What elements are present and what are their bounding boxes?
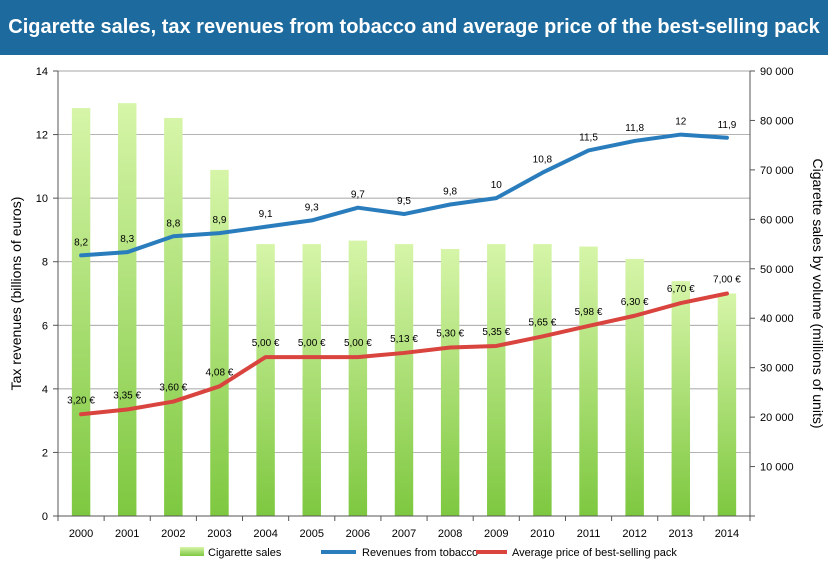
price-data-label: 5,35 € <box>482 327 510 338</box>
revenue-data-label: 9,3 <box>305 202 319 213</box>
revenue-data-label: 12 <box>675 117 687 128</box>
line-series <box>79 132 729 417</box>
price-data-label: 5,13 € <box>390 334 418 345</box>
x-tick-label: 2011 <box>577 528 601 540</box>
right-tick-label: 70 000 <box>760 165 794 177</box>
bar-cigarette-sales <box>625 258 644 516</box>
x-tick-label: 2001 <box>115 528 139 540</box>
x-tick-label: 2005 <box>299 528 323 540</box>
bar-series <box>71 103 737 517</box>
x-tick-label: 2009 <box>484 528 508 540</box>
left-axis-title: Tax revenues (billions of euros) <box>8 197 24 391</box>
bar-cigarette-sales <box>487 244 506 517</box>
revenue-data-label: 9,7 <box>351 190 365 201</box>
price-data-label: 5,98 € <box>575 307 603 318</box>
right-tick-label: 40 000 <box>760 313 794 325</box>
x-tick-label: 2006 <box>346 528 370 540</box>
legend-swatch-cigarette-sales <box>180 547 204 556</box>
revenue-data-label: 8,9 <box>213 215 227 226</box>
revenue-data-label: 11,8 <box>625 123 644 134</box>
x-tick-label: 2007 <box>392 528 416 540</box>
chart-title: Cigarette sales, tax revenues from tobac… <box>0 0 828 55</box>
bar-cigarette-sales <box>533 244 552 517</box>
bar-cigarette-sales <box>348 240 368 516</box>
bar-cigarette-sales <box>302 244 321 517</box>
x-tick-label: 2010 <box>530 528 554 540</box>
left-tick-label: 8 <box>42 257 48 269</box>
price-data-label: 4,08 € <box>206 367 234 378</box>
left-tick-label: 10 <box>36 193 48 205</box>
revenue-data-label: 8,2 <box>74 237 88 248</box>
revenue-data-label: 11,5 <box>579 132 598 143</box>
x-tick-label: 2014 <box>715 528 739 540</box>
left-tick-label: 0 <box>42 511 48 523</box>
price-data-label: 3,60 € <box>159 383 187 394</box>
left-tick-label: 4 <box>42 384 48 396</box>
line-average-price <box>79 291 729 417</box>
right-tick-label: 20 000 <box>760 412 794 424</box>
revenue-data-label: 10 <box>491 180 503 191</box>
revenue-data-label: 9,8 <box>443 187 457 198</box>
price-data-label: 5,00 € <box>252 338 280 349</box>
revenue-data-label: 11,9 <box>718 120 737 131</box>
revenue-data-label: 10,8 <box>533 155 553 166</box>
legend-label-price: Average price of best-selling pack <box>512 547 677 559</box>
x-tick-label: 2008 <box>438 528 462 540</box>
price-data-label: 7,00 € <box>713 275 741 286</box>
left-tick-label: 2 <box>42 447 48 459</box>
axes: 0 2 4 6 8 10 12 14 10 000 20 000 30 000 40 000 50 00… <box>8 66 826 540</box>
price-data-label: 5,00 € <box>298 338 326 349</box>
left-tick-label: 6 <box>42 320 48 332</box>
legend-label-revenues: Revenues from tobacco <box>362 547 478 559</box>
bar-cigarette-sales <box>394 244 414 517</box>
bar-cigarette-sales <box>717 293 737 516</box>
bar-cigarette-sales <box>210 169 229 516</box>
bar-cigarette-sales <box>671 281 691 516</box>
right-tick-label: 80 000 <box>760 115 794 127</box>
x-tick-label: 2003 <box>207 528 231 540</box>
price-data-label: 3,20 € <box>67 395 95 406</box>
revenue-data-label: 8,8 <box>166 218 180 229</box>
right-tick-label: 60 000 <box>760 214 794 226</box>
right-tick-label: 50 000 <box>760 264 794 276</box>
legend: Cigarette sales Revenues from tobacco Aver… <box>180 547 677 559</box>
bar-cigarette-sales <box>71 108 91 516</box>
bar-cigarette-sales <box>256 244 275 517</box>
right-axis-title: Cigarette sales by volume (millions of u… <box>810 159 826 429</box>
price-data-label: 6,30 € <box>621 297 649 308</box>
left-tick-label: 14 <box>36 66 48 78</box>
data-labels: 8,2 8,3 8,8 8,9 9,1 9,3 9,7 9,5 9,8 10 10,8 11,5 11,… <box>67 117 741 407</box>
left-tick-label: 12 <box>36 130 48 142</box>
right-tick-label: 10 000 <box>760 462 794 474</box>
revenue-data-label: 8,3 <box>120 234 134 245</box>
x-tick-label: 2013 <box>669 528 693 540</box>
line-revenues-from-tobacco <box>79 132 729 258</box>
bar-cigarette-sales <box>164 117 183 516</box>
revenue-data-label: 9,1 <box>259 209 273 220</box>
bar-cigarette-sales <box>579 246 598 516</box>
x-tick-label: 2004 <box>253 528 277 540</box>
x-tick-label: 2000 <box>69 528 93 540</box>
right-tick-label: 30 000 <box>760 363 794 375</box>
bar-cigarette-sales <box>440 249 460 516</box>
price-data-label: 3,35 € <box>113 391 141 402</box>
price-data-label: 6,70 € <box>667 284 695 295</box>
price-data-label: 5,00 € <box>344 338 372 349</box>
bar-cigarette-sales <box>117 103 137 516</box>
price-data-label: 5,30 € <box>436 329 464 340</box>
right-tick-label: 90 000 <box>760 66 794 78</box>
legend-label-cigarette-sales: Cigarette sales <box>208 547 282 559</box>
x-tick-label: 2012 <box>622 528 646 540</box>
price-data-label: 5,65 € <box>528 317 556 328</box>
x-tick-label: 2002 <box>161 528 185 540</box>
revenue-data-label: 9,5 <box>397 196 411 207</box>
